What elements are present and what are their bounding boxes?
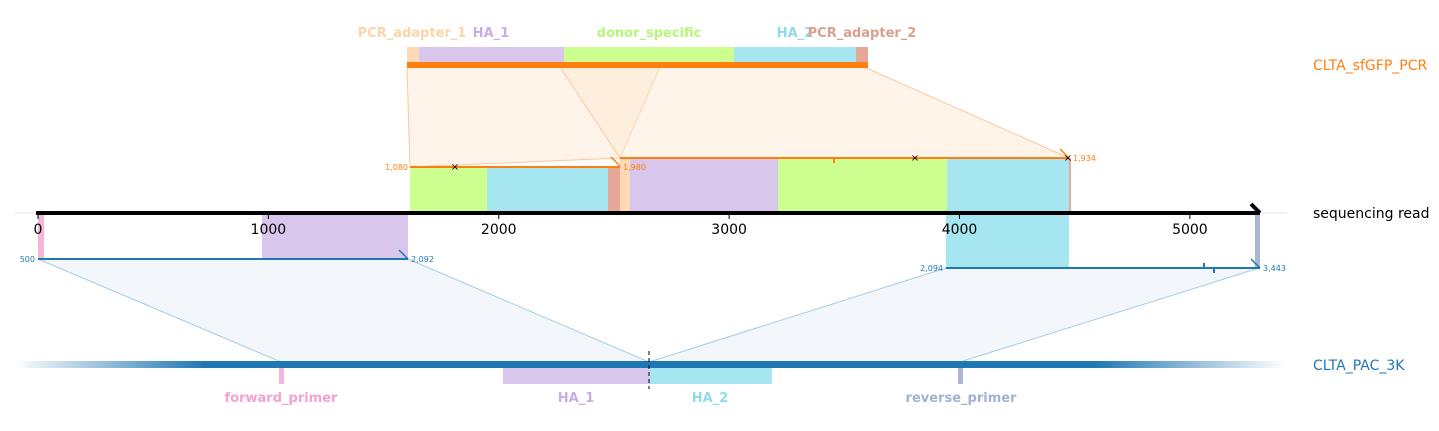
- pcr-right-end-label: 1,934: [1073, 154, 1096, 163]
- read-feature-ha-1-b[interactable]: [630, 158, 778, 213]
- reference-track-name: CLTA_PAC_3K: [1313, 358, 1405, 374]
- ref-feature-forward-primer[interactable]: [279, 368, 284, 384]
- read-tick-label: 1000: [251, 222, 287, 238]
- pcr-right-mismatch-marker-1: ×: [911, 153, 919, 164]
- pcr-left-start-label: 1,080: [385, 163, 408, 172]
- ref-left-alignment-band: [37, 258, 650, 363]
- pcr-feature-pcr-adapter-2[interactable]: [856, 47, 868, 63]
- pcr-track-name: CLTA_sfGFP_PCR: [1313, 58, 1427, 74]
- pcr-left-end-label: 1,980: [623, 163, 646, 172]
- read-tick-label: 0: [34, 222, 43, 238]
- read-feature-donor-specific-a[interactable]: [410, 167, 487, 213]
- pcr-label-ha-1: HA_1: [473, 26, 510, 41]
- pcr-feature-ha-2[interactable]: [734, 47, 856, 63]
- ref-label-ha-2: HA_2: [692, 391, 729, 406]
- ref-right-end-label: 3,443: [1263, 264, 1286, 273]
- read-feature-ha-2-a[interactable]: [487, 167, 608, 213]
- read-tick-label: 2000: [481, 222, 517, 238]
- pcr-left-mismatch-marker: ×: [451, 162, 459, 173]
- ref-feature-ha-1[interactable]: [503, 368, 649, 384]
- ref-feature-ha-2[interactable]: [649, 368, 772, 384]
- pcr-feature-ha-1[interactable]: [419, 47, 564, 63]
- read-tick-label: 4000: [942, 222, 978, 238]
- ref-feature-reverse-primer[interactable]: [958, 368, 963, 384]
- ref-left-alignment-arrow: [398, 249, 409, 260]
- read-feature-forward-primer[interactable]: [38, 213, 44, 259]
- pcr-track: PCR_adapter_1 HA_1 donor_specific HA_2 P…: [358, 26, 1428, 74]
- pcr-label-pcr-adapter-2: PCR_adapter_2: [808, 26, 917, 41]
- read-feature-ha-2-b[interactable]: [947, 158, 1069, 213]
- read-tick-label: 5000: [1172, 222, 1208, 238]
- pcr-feature-donor-specific[interactable]: [564, 47, 734, 63]
- pcr-right-alignment-arrow: [1059, 148, 1070, 159]
- ref-right-alignment-band: [648, 267, 1260, 363]
- read-direction-arrow: [1249, 202, 1262, 215]
- pcr-right-alignment-band: [559, 66, 1070, 159]
- pcr-label-pcr-adapter-1: PCR_adapter_1: [358, 26, 467, 41]
- ref-label-reverse-primer: reverse_primer: [906, 391, 1018, 406]
- read-feature-ha-1-ref[interactable]: [262, 213, 408, 259]
- reference-backbone[interactable]: [14, 361, 1286, 368]
- ref-right-alignment-arrow: [1250, 258, 1261, 269]
- pcr-backbone: [407, 62, 868, 68]
- ref-left-end-label: 2,092: [411, 255, 434, 264]
- ref-label-ha-1: HA_1: [558, 391, 595, 406]
- read-features-upper: [410, 158, 1071, 213]
- ref-left-start-label: 500: [20, 255, 35, 264]
- ref-alignment-lines: 500 2,092 2,094 3,443: [20, 249, 1286, 273]
- read-tick-group: 0 1000 2000 3000 4000 5000: [34, 213, 1208, 238]
- pcr-left-alignment-arrow: [610, 156, 621, 167]
- read-feature-ha-2-ref[interactable]: [946, 213, 1069, 268]
- pcr-right-mismatch-marker-2: ×: [1064, 153, 1072, 164]
- pcr-feature-pcr-adapter-1[interactable]: [407, 47, 419, 63]
- read-feature-pcr-adapter-2-a[interactable]: [608, 167, 620, 213]
- ref-right-start-label: 2,094: [920, 264, 943, 273]
- read-track-name: sequencing read: [1313, 206, 1429, 222]
- ref-label-forward-primer: forward_primer: [225, 391, 339, 406]
- pcr-alignment-lines: 1,080 1,980 × × × 1,934: [385, 148, 1096, 173]
- read-track: 0 1000 2000 3000 4000 5000 sequencing read: [14, 202, 1429, 238]
- pcr-label-donor-specific: donor_specific: [597, 26, 702, 41]
- read-tick-label: 3000: [711, 222, 747, 238]
- read-features-lower: [38, 213, 1260, 268]
- read-feature-reverse-primer[interactable]: [1255, 213, 1260, 268]
- pcr-label-ha-2: HA_2: [777, 26, 814, 41]
- read-feature-donor-specific-b[interactable]: [778, 158, 947, 213]
- read-feature-pcr-adapter-2-b[interactable]: [1069, 158, 1071, 213]
- read-feature-pcr-adapter-1-b[interactable]: [620, 158, 630, 213]
- reference-track: forward_primer HA_1 HA_2 reverse_primer …: [14, 351, 1405, 406]
